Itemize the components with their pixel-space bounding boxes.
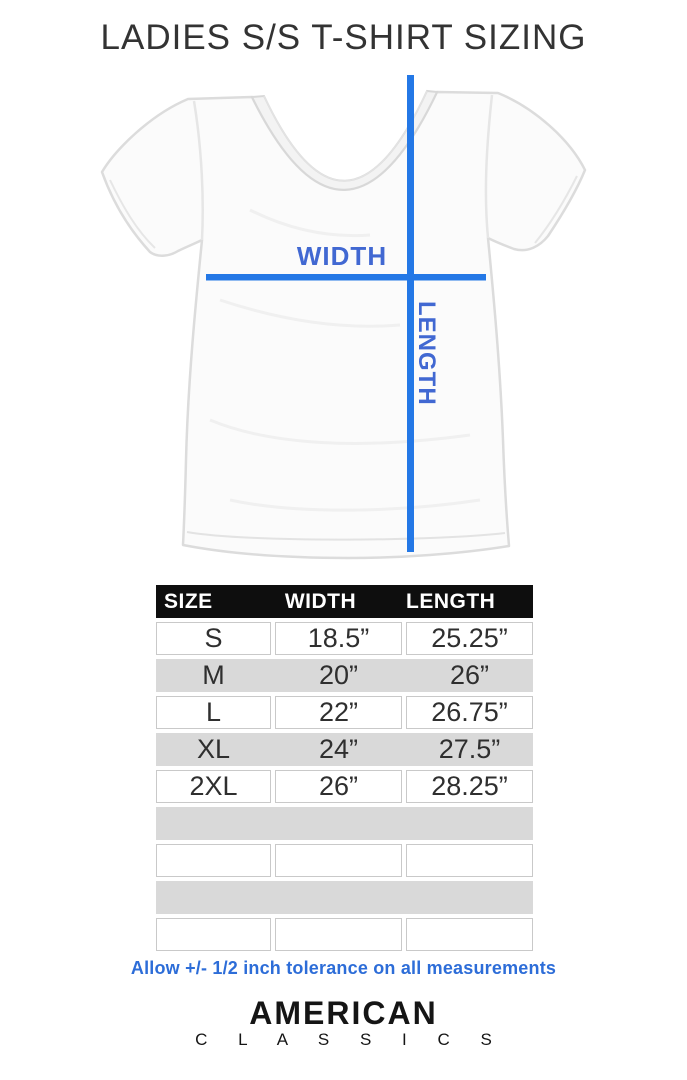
table-row-2xl: 2XL 26” 28.25” (156, 770, 533, 803)
wrinkle (219, 298, 401, 328)
table-row-empty (156, 844, 533, 877)
size-cell: L (156, 696, 271, 729)
size-cell: 2XL (156, 770, 271, 803)
width-cell (275, 918, 402, 951)
length-cell: 27.5” (438, 734, 501, 764)
page-title: LADIES S/S T-SHIRT SIZING (100, 18, 587, 57)
width-cell: 18.5” (275, 622, 402, 655)
table-row-xl: XL 24” 27.5” (156, 733, 533, 766)
length-cell: 25.25” (406, 622, 533, 655)
header-width: WIDTH (284, 589, 357, 613)
length-cell (406, 881, 533, 914)
width-cell (275, 881, 402, 914)
collar-stitch (263, 90, 428, 182)
brand-name: AMERICAN (249, 995, 438, 1031)
right-sleeve-seam (484, 94, 494, 239)
header-length: LENGTH (406, 589, 496, 613)
table-row-empty (156, 918, 533, 951)
length-measure-label: LENGTH (413, 301, 440, 406)
size-cell (156, 918, 271, 951)
tshirt-diagram (100, 75, 587, 560)
size-cell (156, 844, 271, 877)
length-cell (406, 918, 533, 951)
width-cell: 20” (318, 660, 359, 690)
table-row-empty (156, 807, 533, 840)
size-cell (156, 807, 271, 840)
tolerance-note: Allow +/- 1/2 inch tolerance on all meas… (130, 958, 557, 978)
size-chart-table: SIZE WIDTH LENGTH S 18.5” 25.25” M 20” 2… (156, 585, 533, 951)
size-cell (156, 881, 271, 914)
table-row-empty (156, 881, 533, 914)
width-measure-line (206, 274, 486, 281)
length-cell: 28.25” (406, 770, 533, 803)
length-measure-line (407, 75, 414, 552)
table-row-m: M 20” 26” (156, 659, 533, 692)
right-cuff-stitch (534, 175, 578, 244)
width-measure-label: WIDTH (296, 241, 388, 271)
left-cuff-stitch (109, 179, 156, 249)
width-cell: 24” (318, 734, 359, 764)
header-size: SIZE (164, 589, 213, 613)
wrinkle (209, 418, 471, 445)
width-cell: 22” (275, 696, 402, 729)
size-cell: XL (196, 734, 231, 764)
width-cell: 26” (275, 770, 402, 803)
hem-stitch (186, 531, 506, 541)
length-cell: 26” (449, 660, 490, 690)
table-row-s: S 18.5” 25.25” (156, 622, 533, 655)
wrinkle (249, 208, 371, 238)
size-cell: S (156, 622, 271, 655)
table-row-l: L 22” 26.75” (156, 696, 533, 729)
table-header-row: SIZE WIDTH LENGTH (156, 585, 533, 618)
brand-subname: C L A S S I C S (195, 1030, 505, 1049)
length-cell (406, 807, 533, 840)
width-cell (275, 807, 402, 840)
wrinkle (229, 498, 481, 512)
left-sleeve-seam (192, 100, 204, 241)
width-cell (275, 844, 402, 877)
length-cell (406, 844, 533, 877)
length-cell: 26.75” (406, 696, 533, 729)
size-cell: M (202, 660, 225, 690)
brand-logo: AMERICAN C L A S S I C S (0, 997, 687, 1050)
